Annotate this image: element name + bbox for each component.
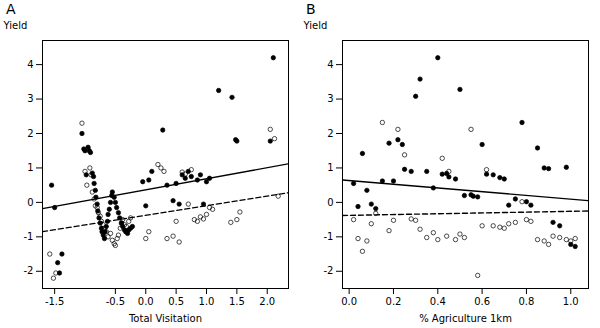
html-text:B: B: [306, 1, 316, 17]
svg-text:Total Visitation: Total Visitation: [128, 313, 202, 324]
svg-text:-2: -2: [24, 265, 34, 276]
svg-text:1: 1: [27, 162, 33, 173]
svg-text:-1.5: -1.5: [45, 296, 65, 307]
svg-text:Yield: Yield: [3, 20, 28, 31]
svg-text:0: 0: [27, 197, 33, 208]
svg-text:0.2: 0.2: [386, 296, 402, 307]
svg-text:4: 4: [327, 59, 333, 70]
svg-text:0.0: 0.0: [341, 296, 357, 307]
svg-text:0.4: 0.4: [430, 296, 446, 307]
svg-text:4: 4: [27, 59, 33, 70]
svg-text:2.0: 2.0: [259, 296, 275, 307]
svg-text:0.6: 0.6: [474, 296, 490, 307]
svg-text:1: 1: [327, 162, 333, 173]
svg-text:0.5: 0.5: [168, 296, 184, 307]
svg-text:1.5: 1.5: [229, 296, 245, 307]
svg-text:% Agriculture 1km: % Agriculture 1km: [419, 313, 512, 324]
svg-text:3: 3: [27, 93, 33, 104]
svg-text:-1: -1: [324, 231, 334, 242]
svg-text:0.0: 0.0: [138, 296, 154, 307]
svg-text:2: 2: [27, 128, 33, 139]
svg-text:2: 2: [327, 128, 333, 139]
svg-text:-2: -2: [324, 265, 334, 276]
svg-text:0.8: 0.8: [518, 296, 534, 307]
svg-text:Yield: Yield: [303, 20, 328, 31]
svg-text:1.0: 1.0: [563, 296, 579, 307]
svg-text:-1: -1: [24, 231, 34, 242]
svg-text:3: 3: [327, 93, 333, 104]
html-text:A: A: [6, 1, 16, 17]
svg-text:0: 0: [327, 197, 333, 208]
svg-text:1.0: 1.0: [199, 296, 215, 307]
svg-text:-0.5: -0.5: [106, 296, 126, 307]
